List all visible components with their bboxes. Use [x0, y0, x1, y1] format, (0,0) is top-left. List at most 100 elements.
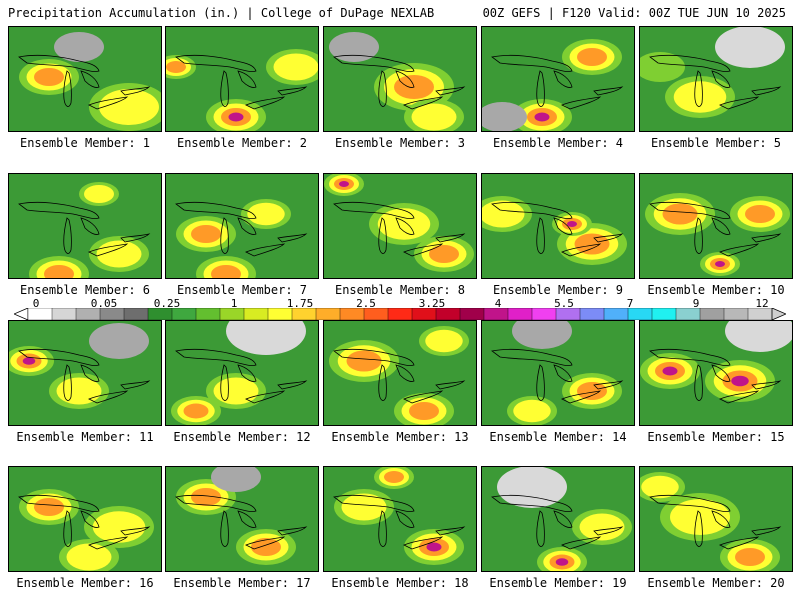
ensemble-map-panel: [639, 466, 793, 572]
precip-map: [324, 174, 476, 278]
great-lakes-outline: [18, 201, 151, 257]
panel-label: Ensemble Member: 4: [492, 136, 624, 150]
colorbar-swatch: [603, 308, 629, 320]
panel-label: Ensemble Member: 15: [647, 430, 785, 444]
great-lakes-outline: [333, 54, 466, 110]
precip-contour: [247, 202, 285, 226]
ensemble-map-panel: [165, 26, 319, 132]
colorbar-tick-label: 1: [230, 297, 238, 310]
ensemble-map-panel: [165, 173, 319, 279]
great-lakes-outline: [333, 201, 466, 257]
precip-contour: [191, 225, 221, 243]
precip-contour: [166, 61, 186, 73]
panel-label: Ensemble Member: 7: [176, 283, 308, 297]
ensemble-map-panel: [8, 26, 162, 132]
colorbar-swatch: [291, 308, 317, 320]
precip-contour: [228, 112, 244, 122]
precip-contour: [429, 245, 459, 263]
precip-map: [166, 321, 318, 425]
precip-map: [166, 467, 318, 571]
precip-map: [9, 27, 161, 131]
ensemble-map-panel: [481, 26, 635, 132]
colorbar-swatch: [579, 308, 605, 320]
colorbar-swatch: [147, 308, 173, 320]
precip-contour: [92, 511, 146, 543]
ensemble-map-panel: [165, 466, 319, 572]
precip-contour: [346, 350, 382, 372]
precip-map: [9, 321, 161, 425]
colorbar-swatch: [195, 308, 221, 320]
precip-map: [640, 321, 792, 425]
precip-contour: [44, 265, 74, 278]
ensemble-map-panel: [323, 26, 477, 132]
precip-contour: [409, 402, 439, 420]
panel-label: Ensemble Member: 19: [489, 576, 627, 590]
colorbar-swatch: [531, 308, 557, 320]
panel-label: Ensemble Member: 16: [16, 576, 154, 590]
precip-map: [482, 27, 634, 131]
colorbar: [14, 308, 786, 320]
colorbar-labels: 0 0.05 0.25 1 1.75 2.5 3.25 4 5.5 7 9 12: [0, 297, 800, 310]
panel-label: Ensemble Member: 11: [16, 430, 154, 444]
colorbar-swatch: [459, 308, 485, 320]
precip-contour: [670, 499, 730, 535]
precip-contour: [34, 498, 64, 516]
panel-label: Ensemble Member: 13: [331, 430, 469, 444]
great-lakes-outline: [491, 54, 624, 110]
colorbar-swatch: [243, 308, 269, 320]
panel-label: Ensemble Member: 18: [331, 576, 469, 590]
colorbar-tick-label: 2.5: [356, 297, 376, 310]
precip-contour: [715, 261, 725, 267]
precip-contour: [725, 321, 792, 352]
ensemble-map-panel: [481, 466, 635, 572]
colorbar-tick-label: 0.05: [90, 297, 118, 310]
colorbar-swatch: [123, 308, 149, 320]
colorbar-swatch: [699, 308, 725, 320]
precip-contour: [84, 185, 114, 203]
precip-contour: [191, 488, 221, 506]
precip-contour: [731, 375, 749, 387]
colorbar-swatch: [51, 308, 77, 320]
colorbar-swatch: [267, 308, 293, 320]
panel-label: Ensemble Member: 10: [647, 283, 785, 297]
ensemble-map-panel: [323, 466, 477, 572]
precip-contour: [482, 102, 527, 131]
panel-label: Ensemble Member: 17: [173, 576, 311, 590]
precip-map: [482, 467, 634, 571]
great-lakes-outline: [333, 494, 466, 550]
colorbar-swatch: [747, 308, 773, 320]
colorbar-swatch: [483, 308, 509, 320]
great-lakes-outline: [491, 348, 624, 404]
precip-map: [9, 174, 161, 278]
great-lakes-outline: [649, 348, 782, 404]
precip-contour: [567, 221, 577, 227]
colorbar-swatch: [219, 308, 245, 320]
colorbar-swatch: [651, 308, 677, 320]
panel-label: Ensemble Member: 12: [173, 430, 311, 444]
colorbar-swatch: [315, 308, 341, 320]
precip-contour: [339, 181, 349, 187]
colorbar-tick-label: 7: [626, 297, 634, 310]
great-lakes-outline: [18, 348, 151, 404]
precip-map: [9, 467, 161, 571]
panel-label: Ensemble Member: 1: [19, 136, 151, 150]
precip-map: [482, 321, 634, 425]
great-lakes-outline: [175, 201, 308, 257]
great-lakes-outline: [649, 54, 782, 110]
colorbar-swatch: [675, 308, 701, 320]
great-lakes-outline: [18, 494, 151, 550]
great-lakes-outline: [18, 54, 151, 110]
colorbar-swatch: [27, 308, 53, 320]
precip-contour: [89, 323, 149, 359]
precip-contour: [329, 32, 379, 62]
precip-contour: [211, 467, 261, 492]
panel-label: Ensemble Member: 5: [650, 136, 782, 150]
precip-map: [482, 174, 634, 278]
ensemble-map-panel: [8, 320, 162, 426]
colorbar-swatch: [555, 308, 581, 320]
precip-contour: [183, 403, 209, 419]
great-lakes-outline: [175, 494, 308, 550]
ensemble-map-panel: [323, 320, 477, 426]
precip-contour: [673, 81, 727, 113]
ensemble-map-panel: [639, 320, 793, 426]
